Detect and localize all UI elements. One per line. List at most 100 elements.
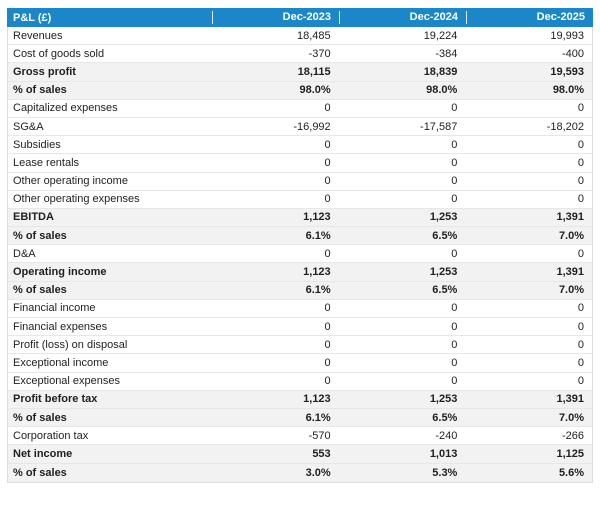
- row-value: 6.5%: [432, 284, 458, 297]
- pnl-table: P&L (£) Dec-2023 Dec-2024 Dec-2025 Reven…: [7, 8, 593, 483]
- row-value: 1,123: [303, 393, 331, 406]
- row-label: Subsidies: [13, 138, 61, 151]
- table-row: Profit before tax 1,123 1,253 1,391: [8, 390, 592, 409]
- row-value: 18,115: [297, 65, 331, 78]
- row-value: 0: [577, 175, 585, 188]
- table-row: Other operating income 0 0 0: [8, 172, 592, 191]
- row-label: Financial expenses: [13, 320, 108, 333]
- row-value: -570: [308, 429, 331, 442]
- row-value: 3.0%: [305, 466, 331, 479]
- row-value: 0: [577, 338, 585, 351]
- row-value: 0: [577, 356, 585, 369]
- row-value: 0: [324, 302, 331, 315]
- row-label: Exceptional income: [13, 356, 109, 369]
- table-row: D&A 0 0 0: [8, 245, 592, 264]
- row-value: 19,593: [550, 65, 585, 78]
- row-value: 0: [451, 375, 458, 388]
- table-row: % of sales 3.0% 5.3% 5.6%: [8, 463, 592, 482]
- table-row: Net income 553 1,013 1,125: [8, 445, 592, 464]
- row-value: 1,013: [429, 447, 458, 460]
- row-value: 553: [312, 447, 331, 460]
- table-row: Corporation tax -570 -240 -266: [8, 427, 592, 446]
- row-label: Capitalized expenses: [13, 102, 118, 115]
- row-label: Exceptional expenses: [13, 375, 121, 388]
- row-value: 0: [324, 320, 331, 333]
- row-label: Profit before tax: [13, 393, 98, 406]
- row-label: EBITDA: [13, 211, 54, 224]
- row-value: 0: [451, 138, 458, 151]
- row-value: 1,123: [303, 266, 331, 279]
- table-row: EBITDA 1,123 1,253 1,391: [8, 208, 592, 228]
- row-value: 0: [324, 138, 331, 151]
- table-row: Operating income 1,123 1,253 1,391: [8, 263, 592, 282]
- table-body: Revenues 18,485 19,224 19,993 Cost of go…: [7, 27, 593, 483]
- row-value: -17,587: [420, 120, 458, 133]
- row-label: % of sales: [13, 229, 67, 242]
- row-value: 98.0%: [299, 84, 331, 97]
- row-value: 0: [324, 156, 331, 169]
- row-value: -370: [308, 47, 331, 60]
- row-label: % of sales: [13, 284, 67, 297]
- row-value: 1,253: [429, 266, 458, 279]
- row-value: 1,391: [556, 266, 585, 279]
- row-value: 0: [451, 156, 458, 169]
- row-value: 1,253: [429, 211, 458, 224]
- row-label: Other operating income: [13, 175, 128, 188]
- row-value: 6.5%: [432, 411, 458, 424]
- row-value: 0: [324, 375, 331, 388]
- row-value: 0: [451, 356, 458, 369]
- row-value: -400: [561, 47, 585, 60]
- row-label: SG&A: [13, 120, 44, 133]
- row-value: 0: [451, 193, 458, 206]
- row-value: 0: [324, 356, 331, 369]
- row-value: 0: [451, 247, 458, 260]
- row-value: 0: [577, 302, 585, 315]
- row-label: Gross profit: [13, 65, 76, 78]
- row-value: 0: [577, 247, 585, 260]
- row-value: 0: [577, 320, 585, 333]
- row-label: D&A: [13, 247, 36, 260]
- table-row: Profit (loss) on disposal 0 0 0: [8, 336, 592, 355]
- row-value: 0: [324, 247, 331, 260]
- table-row: Exceptional expenses 0 0 0: [8, 372, 592, 391]
- row-label: % of sales: [13, 411, 67, 424]
- table-header: P&L (£) Dec-2023 Dec-2024 Dec-2025: [7, 8, 593, 27]
- row-value: -266: [561, 429, 585, 442]
- table-row: Capitalized expenses 0 0 0: [8, 99, 592, 118]
- table-row: Financial income 0 0 0: [8, 299, 592, 318]
- row-label: Lease rentals: [13, 156, 80, 169]
- table-row: % of sales 6.1% 6.5% 7.0%: [8, 408, 592, 428]
- row-value: 0: [324, 338, 331, 351]
- row-value: 0: [324, 175, 331, 188]
- row-value: 1,391: [556, 393, 585, 406]
- table-row: Exceptional income 0 0 0: [8, 354, 592, 373]
- table-row: Revenues 18,485 19,224 19,993: [8, 27, 592, 46]
- row-value: 0: [451, 102, 458, 115]
- header-col-dec-2025: Dec-2025: [466, 11, 593, 24]
- row-label: Revenues: [13, 29, 63, 42]
- row-value: 98.0%: [552, 84, 585, 97]
- row-label: Other operating expenses: [13, 193, 140, 206]
- row-label: Corporation tax: [13, 429, 89, 442]
- row-value: 5.6%: [558, 466, 585, 479]
- row-value: 0: [577, 375, 585, 388]
- row-label: Cost of goods sold: [13, 47, 105, 60]
- row-value: 0: [324, 193, 331, 206]
- row-value: 0: [577, 156, 585, 169]
- row-value: 18,485: [297, 29, 331, 42]
- header-col-dec-2024: Dec-2024: [339, 11, 466, 24]
- table-row: Financial expenses 0 0 0: [8, 318, 592, 337]
- table-row: Cost of goods sold -370 -384 -400: [8, 45, 592, 64]
- row-label: Profit (loss) on disposal: [13, 338, 128, 351]
- row-label: Net income: [13, 447, 73, 460]
- row-value: 6.1%: [305, 284, 331, 297]
- table-row: Gross profit 18,115 18,839 19,593: [8, 63, 592, 82]
- row-value: 6.5%: [432, 229, 458, 242]
- header-col-dec-2023: Dec-2023: [212, 11, 339, 24]
- row-value: 1,253: [429, 393, 458, 406]
- table-row: Lease rentals 0 0 0: [8, 154, 592, 173]
- header-label: P&L (£): [13, 11, 52, 24]
- row-value: 98.0%: [426, 84, 458, 97]
- table-row: % of sales 98.0% 98.0% 98.0%: [8, 81, 592, 100]
- table-row: Subsidies 0 0 0: [8, 136, 592, 155]
